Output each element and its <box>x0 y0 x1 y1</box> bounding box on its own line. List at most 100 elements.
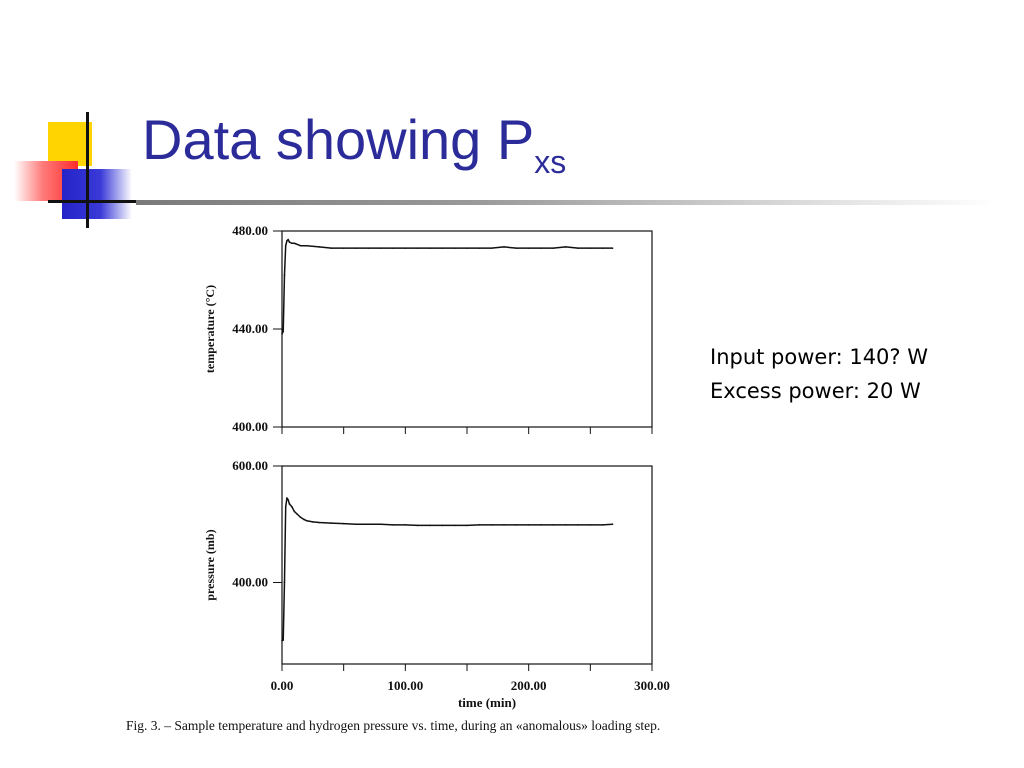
pressure-chart-data-point <box>564 524 567 526</box>
power-notes: Input power: 140? W Excess power: 20 W <box>710 340 928 408</box>
temperature-chart-data-point <box>284 244 287 247</box>
pressure-chart-data-point <box>312 521 314 523</box>
pressure-chart-data-point <box>552 524 555 526</box>
temperature-chart-data-point <box>490 247 493 249</box>
temperature-chart-series-line <box>281 238 613 335</box>
pressure-chart-data-point <box>416 524 419 527</box>
pressure-chart-data-point <box>527 524 530 526</box>
temperature-chart-data-point <box>503 246 505 248</box>
excess-power-note: Excess power: 20 W <box>710 379 921 403</box>
pressure-chart-data-point <box>367 523 370 526</box>
pressure-chart-data-point <box>287 498 289 501</box>
pressure-chart-data-point <box>286 497 288 499</box>
pressure-chart-data-point <box>490 524 493 526</box>
pressure-chart-data-point <box>466 524 468 527</box>
emblem-horizontal-line <box>48 200 138 203</box>
pressure-chart-x-tick-label: 100.00 <box>387 678 423 693</box>
pressure-chart-x-tick-label: 200.00 <box>511 678 547 693</box>
title-underline <box>136 200 1000 205</box>
pressure-chart-data-point <box>342 522 345 525</box>
pressure-chart-data-point <box>577 524 579 526</box>
temperature-chart-data-point <box>282 330 285 333</box>
temperature-chart-data-point <box>392 247 394 249</box>
temperature-chart-data-point <box>283 274 286 276</box>
pressure-chart-data-point <box>478 524 481 526</box>
pressure-chart-series-line <box>281 497 613 642</box>
temperature-chart-data-point <box>281 333 283 335</box>
pressure-chart-frame <box>281 465 653 665</box>
temperature-chart-data-point <box>291 242 293 245</box>
pressure-chart-data-point <box>589 524 592 526</box>
temperature-chart-data-point <box>515 247 518 249</box>
pressure-chart-data-point <box>611 523 614 526</box>
pressure-chart-data-point <box>281 639 283 642</box>
pressure-chart-data-point <box>429 524 431 527</box>
temperature-chart-data-point <box>540 247 542 249</box>
temperature-chart-data-point <box>293 242 296 245</box>
input-power-note: Input power: 140? W <box>710 345 929 369</box>
temperature-chart-data-point <box>379 247 382 249</box>
temperature-chart-data-point <box>611 247 614 249</box>
pressure-chart-y-axis-label: pressure (mb) <box>203 529 217 600</box>
emblem-vertical-line <box>86 112 89 228</box>
temperature-chart-data-point <box>288 241 291 243</box>
emblem-yellow-square <box>48 122 92 166</box>
pressure-chart-data-point <box>293 510 296 513</box>
temperature-chart-frame <box>281 230 653 428</box>
temperature-chart-data-point <box>299 244 302 247</box>
pressure-chart-data-point <box>540 524 542 526</box>
pressure-chart-y-tick-label: 600.00 <box>232 458 268 473</box>
pressure-chart-data-point <box>305 519 308 522</box>
pressure-chart-x-tick-label: 0.00 <box>271 678 294 693</box>
temperature-chart-data-point <box>367 247 370 249</box>
temperature-chart-data-point <box>286 240 288 242</box>
temperature-chart-y-tick-label: 440.00 <box>232 321 268 336</box>
pressure-chart-data-point <box>515 524 518 526</box>
pressure-chart-data-point <box>601 524 604 526</box>
temperature-chart-y-axis-label: temperature (°C) <box>203 285 217 373</box>
temperature-chart-data-point <box>589 247 592 249</box>
temperature-chart-data-point <box>318 246 320 248</box>
temperature-chart-data-point <box>564 246 567 248</box>
pressure-chart-data-point <box>404 524 407 526</box>
pressure-chart-data-point <box>355 523 357 526</box>
pressure-chart-data-point <box>453 524 456 527</box>
slide-emblem <box>0 0 140 240</box>
temperature-chart-data-point <box>466 247 468 249</box>
temperature-chart-data-point <box>429 247 431 249</box>
slide-title: Data showing Pxs <box>142 112 567 180</box>
temperature-chart-data-point <box>330 247 333 249</box>
temperature-chart-data-point <box>478 247 481 249</box>
temperature-chart-data-point <box>453 247 456 249</box>
temperature-chart-y-tick-label: 480.00 <box>232 223 268 238</box>
temperature-chart-data-point <box>342 247 345 249</box>
pressure-chart-data-point <box>288 503 291 505</box>
pressure-chart-data-point <box>296 512 298 515</box>
temperature-chart-data-point <box>527 247 530 249</box>
temperature-chart-y-tick-label: 400.00 <box>232 419 268 434</box>
emblem-blue-square <box>62 169 132 219</box>
pressure-chart-data-point <box>392 524 394 526</box>
pressure-chart-data-point <box>441 524 444 527</box>
pressure-chart-data-point <box>303 518 306 521</box>
temperature-chart-data-point <box>601 247 604 249</box>
temperature-chart-data-point <box>552 247 555 249</box>
temperature-chart-data-point <box>305 244 308 247</box>
pressure-chart-data-point <box>318 521 320 524</box>
pressure-chart-data-point <box>283 581 286 584</box>
temperature-chart-data-point <box>577 247 579 249</box>
pressure-chart-x-axis-label: time (min) <box>458 695 516 710</box>
temperature-chart-data-point <box>287 238 289 241</box>
pressure-chart-data-point <box>284 505 287 508</box>
temperature-chart-data-point <box>355 247 357 249</box>
slide-title-main: Data showing P <box>142 108 535 171</box>
pressure-chart-data-point <box>503 524 505 526</box>
temperature-chart-data-point <box>416 247 419 249</box>
pressure-chart-data-point <box>291 505 293 508</box>
temperature-chart-data-point <box>404 247 407 249</box>
figure-caption: Fig. 3. – Sample temperature and hydroge… <box>126 718 661 733</box>
slide-title-subscript: xs <box>534 144 567 180</box>
pressure-chart-data-point <box>330 522 333 524</box>
pressure-chart-y-tick-label: 400.00 <box>232 574 268 589</box>
